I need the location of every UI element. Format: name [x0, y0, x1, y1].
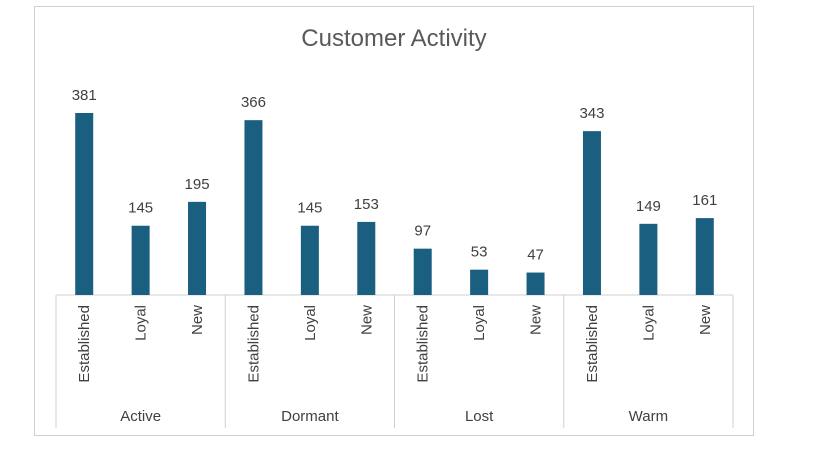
bar-series: [75, 113, 714, 296]
value-label-dormant-loyal: 145: [297, 200, 322, 217]
tick-label-active-established: Established: [76, 305, 93, 383]
data-labels: 381 145 195 366 145 153 97 53 47 343 149 161: [72, 87, 718, 264]
group-label-active: Active: [120, 408, 161, 425]
tick-label-dormant-new: New: [358, 305, 375, 335]
value-label-active-new: 195: [185, 176, 210, 193]
value-label-active-loyal: 145: [128, 200, 153, 217]
value-label-warm-established: 343: [579, 105, 604, 122]
tick-label-dormant-loyal: Loyal: [302, 305, 319, 341]
value-label-dormant-established: 366: [241, 94, 266, 111]
value-label-lost-established: 97: [414, 223, 431, 240]
value-label-warm-loyal: 149: [636, 198, 661, 215]
category-axis: Active Established Loyal New Dormant Establis…: [55, 294, 734, 428]
tick-label-warm-new: New: [697, 305, 714, 335]
chart-title: Customer Activity: [301, 25, 486, 52]
value-label-lost-loyal: 53: [471, 244, 488, 261]
bar-lost-established: [413, 248, 432, 295]
value-label-active-established: 381: [72, 87, 97, 104]
value-label-warm-new: 161: [692, 192, 717, 209]
group-label-warm: Warm: [629, 408, 668, 425]
bar-warm-new: [695, 218, 714, 295]
bar-dormant-loyal: [300, 225, 319, 295]
bar-lost-new: [526, 272, 545, 295]
bar-dormant-established: [244, 120, 263, 296]
group-label-dormant: Dormant: [281, 408, 339, 425]
bar-active-new: [188, 201, 207, 295]
bar-lost-loyal: [470, 269, 489, 295]
bar-warm-established: [582, 131, 601, 295]
bar-active-loyal: [131, 225, 150, 295]
tick-label-warm-established: Established: [584, 305, 601, 383]
value-label-lost-new: 47: [527, 247, 544, 264]
tick-label-active-new: New: [189, 305, 206, 335]
tick-label-active-loyal: Loyal: [133, 305, 150, 341]
group-label-lost: Lost: [465, 408, 494, 425]
tick-label-dormant-established: Established: [245, 305, 262, 383]
tick-label-lost-new: New: [528, 305, 545, 335]
tick-label-warm-loyal: Loyal: [640, 305, 657, 341]
value-label-dormant-new: 153: [354, 196, 379, 213]
tick-label-lost-loyal: Loyal: [471, 305, 488, 341]
bar-active-established: [75, 113, 94, 295]
bar-dormant-new: [357, 221, 376, 295]
tick-label-lost-established: Established: [415, 305, 432, 383]
bar-warm-loyal: [639, 223, 658, 295]
